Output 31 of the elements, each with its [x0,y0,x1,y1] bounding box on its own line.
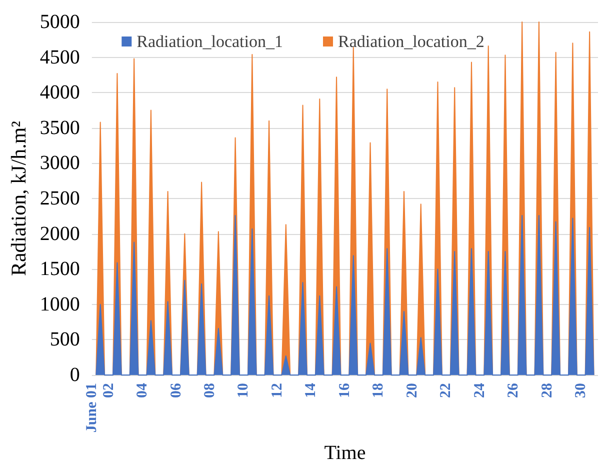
y-tick-label: 4000 [40,82,80,104]
y-tick-label: 2000 [40,222,80,245]
x-axis-title: Time [324,442,366,464]
y-axis-title: Radiation, kJ/h.m² [6,120,30,276]
x-tick-label: 30 [573,383,590,398]
y-tick-label: 1500 [40,258,80,280]
y-tick-label: 4500 [40,46,80,68]
x-tick-label: 12 [269,383,286,398]
x-tick-label: 22 [438,383,454,398]
x-tick-label: 14 [303,382,320,398]
x-tick-label: 16 [336,382,353,398]
y-tick-label: 3500 [40,116,80,139]
x-tick-label: June 01 [84,383,100,433]
y-tick-label: 0 [70,364,80,386]
x-tick-label: 04 [134,382,151,398]
x-tick-label: 18 [370,383,387,398]
y-tick-label: 3000 [40,152,80,174]
x-tick-label: 10 [236,383,252,398]
x-tick-label: 26 [506,382,522,398]
x-tick-label: 24 [472,382,488,398]
x-tick-label: 20 [404,383,420,398]
y-tick-label: 5000 [40,11,80,33]
y-tick-label: 2500 [40,188,80,210]
x-tick-label: 28 [539,383,556,398]
x-tick-label: 02 [100,383,117,398]
y-tick-label: 1000 [40,293,80,316]
x-tick-label: 06 [168,382,184,398]
y-tick-label: 500 [50,328,80,351]
legend-label: Radiation_location_1 [136,32,283,51]
x-tick-label: 08 [202,383,218,398]
legend-label: Radiation_location_2 [338,32,484,51]
